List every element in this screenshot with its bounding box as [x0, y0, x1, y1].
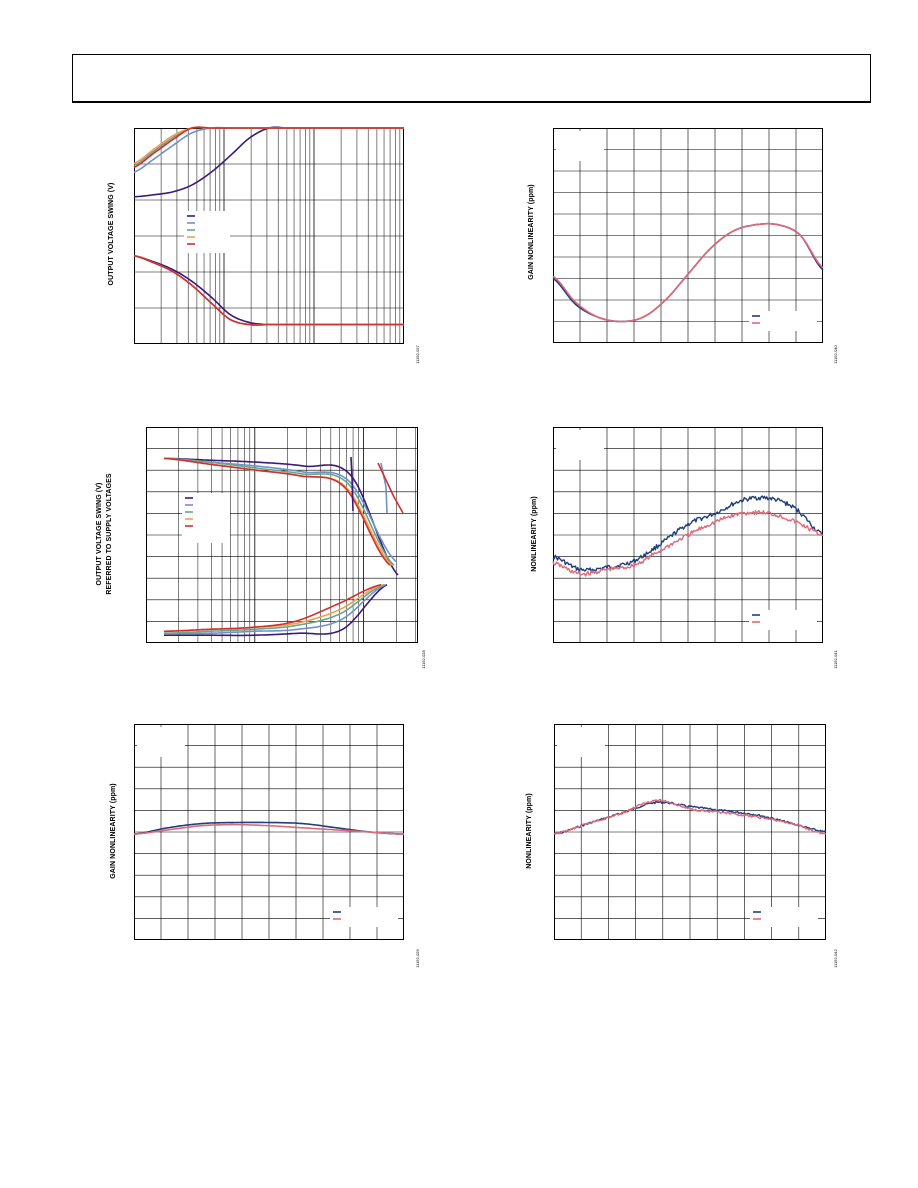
- figure-code: 11192-040: [832, 345, 838, 364]
- plot-area: [146, 427, 418, 643]
- legend-box: [749, 610, 817, 630]
- figure-code: 11192-028: [420, 650, 426, 669]
- series-line: [164, 584, 388, 637]
- annotation-box: [557, 727, 605, 757]
- page-header-box: [72, 54, 871, 103]
- annotation-box: [137, 727, 185, 757]
- series-line: [163, 457, 395, 566]
- annotation-box: [556, 430, 604, 460]
- plot-area: [133, 126, 404, 344]
- legend-box: [749, 311, 817, 331]
- plot-area: [552, 128, 824, 343]
- series-line: [552, 222, 824, 323]
- legend-box: [750, 907, 818, 927]
- figure-code: 11192-027: [414, 345, 420, 364]
- series-line: [164, 583, 382, 633]
- legend-box: [184, 211, 230, 253]
- y-axis-label: NONLINEARITY (ppm): [526, 793, 533, 869]
- series-line: [133, 126, 404, 169]
- figure-code: 11192-042: [832, 949, 838, 968]
- figure-code: 11192-029: [414, 949, 420, 968]
- series-line: [552, 495, 824, 573]
- series-line: [552, 509, 824, 577]
- plot-area: [552, 427, 824, 643]
- series-line: [164, 583, 386, 635]
- legend-box: [330, 907, 398, 927]
- series-line: [163, 583, 385, 635]
- plot-area: [553, 724, 827, 940]
- y-axis-label-line2: REFERRED TO SUPPLY VOLTAGES: [106, 473, 113, 595]
- y-axis-label-line1: OUTPUT VOLTAGE SWING (V): [96, 482, 103, 586]
- y-axis-label: OUTPUT VOLTAGE SWING (V): [108, 182, 115, 286]
- series-line: [377, 462, 404, 514]
- series-line: [553, 798, 827, 835]
- y-axis-label: NONLINEARITY (ppm): [531, 496, 538, 572]
- y-axis-label: GAIN NONLINEARITY (ppm): [528, 184, 535, 280]
- series-line: [133, 255, 404, 326]
- y-axis-label: GAIN NONLINEARITY (ppm): [110, 783, 117, 879]
- annotation-box: [556, 131, 604, 161]
- plot-area: [133, 724, 405, 940]
- series-line: [133, 823, 405, 835]
- series-line: [380, 462, 388, 514]
- figure-code: 11192-041: [832, 650, 838, 669]
- series-line: [163, 457, 399, 576]
- series-line: [350, 456, 354, 512]
- legend-box: [182, 493, 230, 543]
